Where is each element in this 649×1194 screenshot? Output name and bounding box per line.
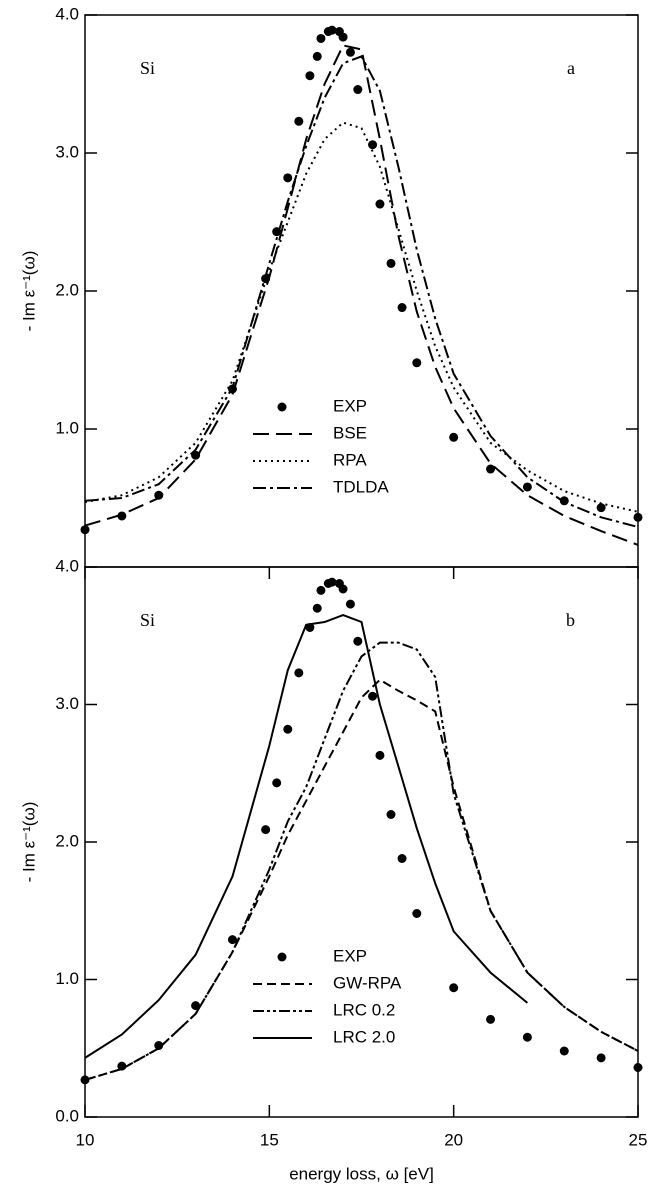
legend-marker [277, 952, 287, 962]
data-point [272, 778, 282, 788]
data-point [312, 51, 322, 61]
data-line [84, 121, 639, 513]
data-point [522, 482, 532, 492]
legend-label: EXP [333, 946, 367, 965]
data-point [154, 490, 164, 500]
x-tick-label: 25 [629, 1130, 648, 1149]
y-tick-label: 1.0 [55, 969, 79, 988]
data-line [84, 55, 639, 528]
data-point [294, 668, 304, 678]
annotation: Si [140, 610, 155, 630]
y-tick-label: 3.0 [55, 694, 79, 713]
legend-label: GW-RPA [333, 973, 402, 992]
y-tick-label: 4.0 [55, 4, 79, 23]
data-point [191, 1001, 201, 1011]
data-point [283, 173, 293, 183]
data-point [316, 585, 326, 595]
y-tick-label: 1.0 [55, 418, 79, 437]
annotation: b [566, 610, 575, 630]
data-point [305, 71, 315, 81]
y-axis-label: - Im ε⁻¹(ω) [19, 802, 38, 883]
y-tick-label: 0.0 [55, 1106, 79, 1125]
data-point [412, 909, 422, 918]
data-line [84, 678, 639, 1081]
y-tick-label: 2.0 [55, 831, 79, 850]
data-line [84, 44, 639, 546]
data-point [327, 577, 337, 587]
data-point [261, 825, 271, 835]
legend-label: EXP [333, 396, 367, 415]
data-point [397, 303, 407, 313]
data-point [338, 32, 348, 42]
annotation: a [567, 58, 575, 78]
x-tick-label: 15 [260, 1130, 279, 1149]
data-point [353, 85, 363, 95]
data-point [486, 1014, 496, 1024]
data-point [449, 432, 459, 442]
legend-label: LRC 2.0 [333, 1027, 395, 1046]
data-point [375, 199, 385, 209]
data-point [449, 983, 459, 993]
data-point [368, 691, 378, 701]
data-point [338, 584, 348, 594]
data-line [84, 641, 639, 1081]
legend-label: RPA [333, 450, 367, 469]
data-point [386, 258, 396, 268]
data-point [386, 810, 396, 819]
x-tick-label: 20 [444, 1130, 463, 1149]
y-tick-label: 2.0 [55, 280, 79, 299]
data-point [596, 503, 606, 513]
legend-label: TDLDA [333, 477, 389, 496]
y-axis-label: - Im ε⁻¹(ω) [19, 251, 38, 332]
legend-label: LRC 0.2 [333, 1000, 395, 1019]
y-tick-label: 4.0 [55, 556, 79, 575]
data-point [283, 724, 293, 734]
data-point [345, 599, 355, 609]
legend-marker [277, 402, 287, 412]
y-tick-label: 3.0 [55, 142, 79, 161]
data-point [154, 1041, 164, 1050]
data-point [412, 358, 422, 368]
data-point [522, 1032, 532, 1042]
data-point [312, 603, 322, 613]
data-point [353, 636, 363, 646]
annotation: Si [140, 58, 155, 78]
data-point [397, 854, 407, 863]
data-line [84, 614, 529, 1059]
data-point [375, 750, 385, 760]
data-point [596, 1053, 606, 1063]
data-point [368, 140, 378, 150]
data-point [633, 512, 643, 522]
data-point [633, 1063, 643, 1072]
data-point [117, 511, 127, 521]
legend-label: BSE [333, 423, 367, 442]
data-point [345, 47, 355, 57]
data-point [80, 525, 90, 535]
data-point [294, 116, 304, 126]
data-point [316, 33, 326, 43]
data-point [327, 25, 337, 35]
data-point [486, 464, 496, 474]
data-point [227, 935, 237, 945]
x-axis-label: energy loss, ω [eV] [289, 1164, 434, 1183]
x-tick-label: 10 [76, 1130, 95, 1149]
data-point [559, 1046, 569, 1056]
